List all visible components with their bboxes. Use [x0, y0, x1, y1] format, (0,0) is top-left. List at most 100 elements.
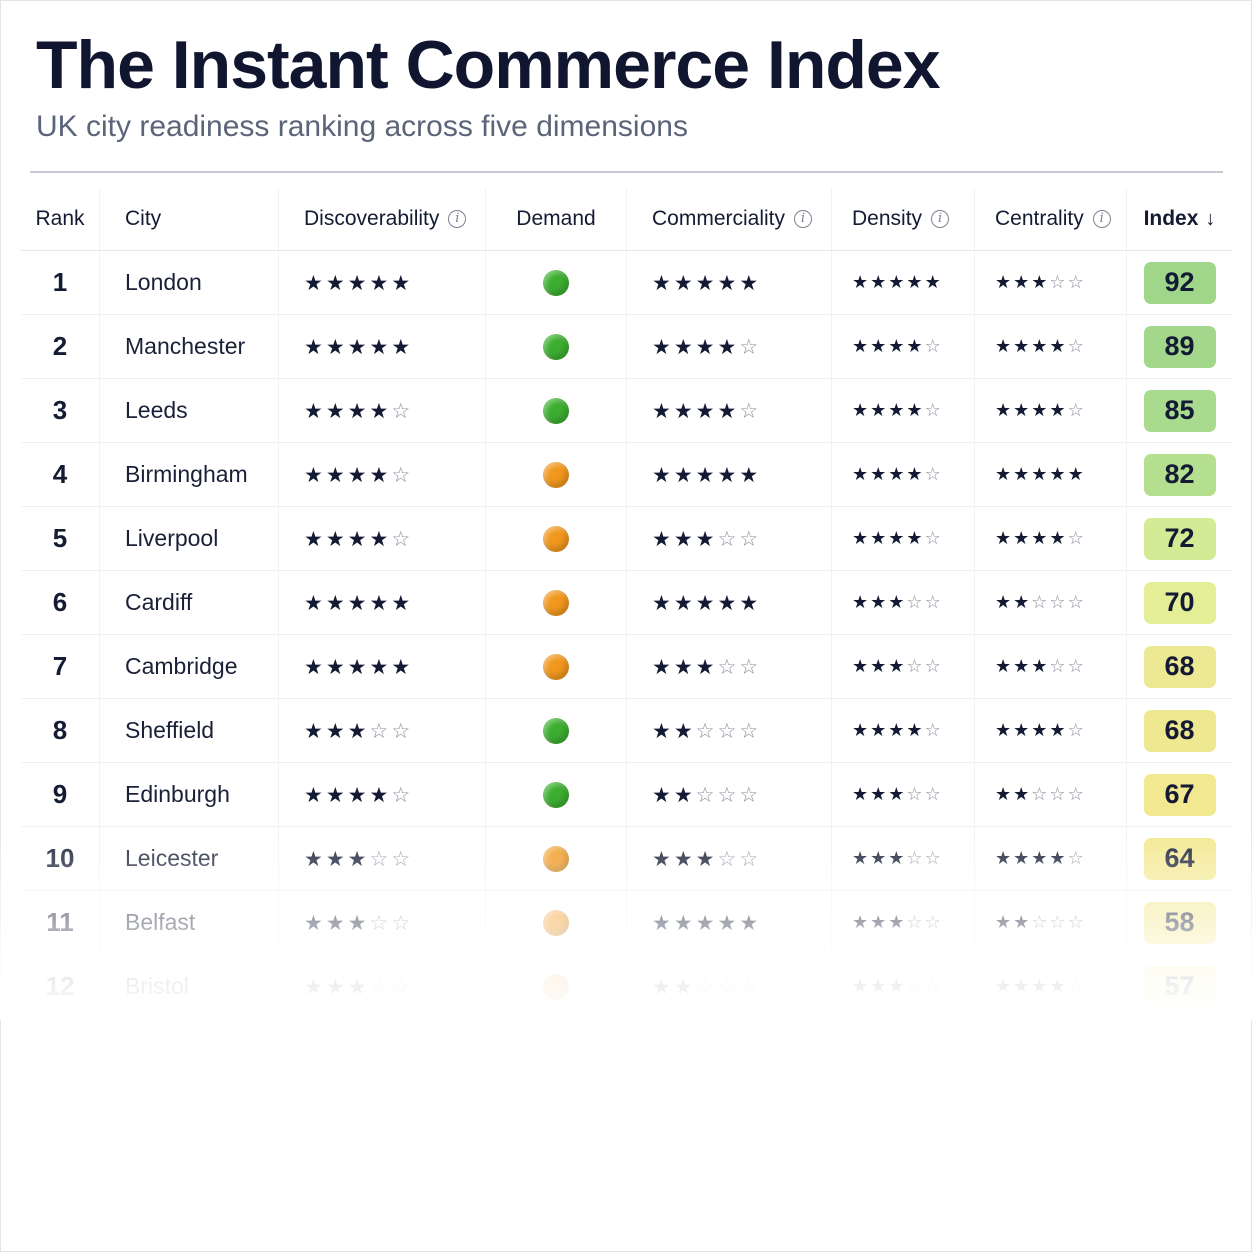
star-filled-icon: ★: [673, 526, 696, 551]
city-name: Leeds: [125, 397, 188, 423]
star-outline-icon: ☆: [717, 846, 740, 871]
star-outline-icon: ☆: [924, 528, 943, 549]
demand-orange-indicator-icon: [543, 653, 569, 680]
star-filled-icon: ★: [304, 654, 326, 679]
star-outline-icon: ☆: [1067, 336, 1086, 357]
table-row[interactable]: 7 Cambridge ★★★★★ ★★★☆☆ ★★★☆☆ ★★★☆☆ 68: [21, 635, 1232, 699]
star-outline-icon: ☆: [1067, 528, 1086, 549]
discoverability-rating: ★★★★☆: [304, 783, 413, 807]
table-row[interactable]: 5 Liverpool ★★★★☆ ★★★☆☆ ★★★★☆ ★★★★☆ 72: [21, 507, 1232, 571]
table-row[interactable]: 10 Leicester ★★★☆☆ ★★★☆☆ ★★★☆☆ ★★★★☆ 64: [21, 827, 1232, 891]
demand-green-indicator-icon: [543, 333, 569, 360]
centrality-rating: ★★★★☆: [995, 848, 1086, 869]
star-outline-icon: ☆: [391, 398, 414, 423]
star-filled-icon: ★: [1031, 848, 1050, 869]
rank-value: 3: [52, 395, 68, 425]
star-filled-icon: ★: [347, 782, 370, 807]
table-row[interactable]: 8 Sheffield ★★★☆☆ ★★☆☆☆ ★★★★☆ ★★★★☆ 68: [21, 699, 1232, 763]
star-filled-icon: ★: [347, 590, 370, 615]
info-icon[interactable]: i: [1092, 210, 1111, 228]
star-filled-icon: ★: [852, 784, 871, 805]
city-name: Edinburgh: [125, 781, 230, 807]
star-filled-icon: ★: [888, 464, 907, 485]
commerciality-cell: ★★☆☆☆: [627, 699, 832, 762]
star-filled-icon: ★: [995, 848, 1014, 869]
star-outline-icon: ☆: [1049, 272, 1068, 293]
column-header-discoverability[interactable]: Discoverability i: [279, 188, 486, 250]
title-divider: [30, 171, 1223, 173]
star-outline-icon: ☆: [739, 974, 762, 999]
star-outline-icon: ☆: [717, 654, 740, 679]
density-cell: ★★★★☆: [832, 379, 975, 442]
star-filled-icon: ★: [1013, 784, 1032, 805]
table-row[interactable]: 1 London ★★★★★ ★★★★★ ★★★★★ ★★★☆☆ 92: [21, 251, 1232, 315]
star-filled-icon: ★: [369, 526, 392, 551]
star-outline-icon: ☆: [717, 974, 740, 999]
star-filled-icon: ★: [652, 398, 674, 423]
star-filled-icon: ★: [995, 784, 1014, 805]
column-header-commerciality[interactable]: Commerciality i: [627, 188, 832, 250]
info-icon[interactable]: i: [931, 210, 950, 228]
city-cell: Sheffield: [100, 699, 279, 762]
star-filled-icon: ★: [1013, 976, 1032, 997]
star-filled-icon: ★: [695, 846, 718, 871]
demand-cell: [486, 315, 627, 378]
star-filled-icon: ★: [369, 270, 392, 295]
city-cell: Leeds: [100, 379, 279, 442]
info-icon[interactable]: i: [448, 210, 467, 228]
rank-cell: 8: [21, 699, 100, 762]
city-name: London: [125, 269, 202, 295]
star-filled-icon: ★: [888, 656, 907, 677]
table-row[interactable]: 4 Birmingham ★★★★☆ ★★★★★ ★★★★☆ ★★★★★ 82: [21, 443, 1232, 507]
centrality-cell: ★★★★★: [975, 443, 1127, 506]
star-filled-icon: ★: [906, 464, 925, 485]
star-filled-icon: ★: [1013, 720, 1032, 741]
star-filled-icon: ★: [1013, 592, 1032, 613]
info-icon[interactable]: i: [794, 210, 813, 228]
star-filled-icon: ★: [852, 272, 871, 293]
star-filled-icon: ★: [870, 848, 889, 869]
star-filled-icon: ★: [347, 270, 370, 295]
column-header-density[interactable]: Density i: [832, 188, 975, 250]
column-header-rank[interactable]: Rank: [21, 188, 100, 250]
star-filled-icon: ★: [717, 334, 740, 359]
rank-cell: 2: [21, 315, 100, 378]
star-filled-icon: ★: [888, 848, 907, 869]
star-filled-icon: ★: [870, 400, 889, 421]
star-outline-icon: ☆: [1049, 592, 1068, 613]
column-header-demand[interactable]: Demand: [486, 188, 627, 250]
star-outline-icon: ☆: [369, 718, 392, 743]
star-filled-icon: ★: [673, 334, 696, 359]
table-row[interactable]: 2 Manchester ★★★★★ ★★★★☆ ★★★★☆ ★★★★☆ 89: [21, 315, 1232, 379]
star-filled-icon: ★: [652, 590, 674, 615]
column-header-centrality[interactable]: Centrality i: [975, 188, 1127, 250]
star-filled-icon: ★: [325, 718, 348, 743]
star-filled-icon: ★: [1049, 720, 1068, 741]
column-header-city[interactable]: City: [100, 188, 279, 250]
rank-value: 2: [52, 331, 68, 361]
column-header-index[interactable]: Index ↓: [1127, 188, 1232, 250]
city-cell: Cardiff: [100, 571, 279, 634]
star-filled-icon: ★: [995, 592, 1014, 613]
star-filled-icon: ★: [652, 526, 674, 551]
city-name: Liverpool: [125, 525, 219, 551]
star-filled-icon: ★: [304, 334, 326, 359]
demand-green-indicator-icon: [543, 397, 569, 424]
table-row[interactable]: 9 Edinburgh ★★★★☆ ★★☆☆☆ ★★★☆☆ ★★☆☆☆ 67: [21, 763, 1232, 827]
star-filled-icon: ★: [1049, 528, 1068, 549]
table-row[interactable]: 12 Bristol ★★★☆☆ ★★☆☆☆ ★★★☆☆ ★★★★☆ 57: [21, 955, 1232, 1019]
star-outline-icon: ☆: [369, 974, 392, 999]
rank-value: 9: [52, 779, 68, 809]
star-filled-icon: ★: [391, 590, 414, 615]
star-filled-icon: ★: [673, 462, 696, 487]
table-row[interactable]: 11 Belfast ★★★☆☆ ★★★★★ ★★★☆☆ ★★☆☆☆ 58: [21, 891, 1232, 955]
discoverability-cell: ★★★★★: [279, 315, 486, 378]
star-filled-icon: ★: [695, 270, 718, 295]
table-row[interactable]: 3 Leeds ★★★★☆ ★★★★☆ ★★★★☆ ★★★★☆ 85: [21, 379, 1232, 443]
index-cell: 89: [1127, 315, 1232, 378]
star-outline-icon: ☆: [1067, 400, 1086, 421]
city-name: Manchester: [125, 333, 246, 359]
table-row[interactable]: 6 Cardiff ★★★★★ ★★★★★ ★★★☆☆ ★★☆☆☆ 70: [21, 571, 1232, 635]
star-outline-icon: ☆: [369, 910, 392, 935]
demand-green-indicator-icon: [543, 717, 569, 744]
